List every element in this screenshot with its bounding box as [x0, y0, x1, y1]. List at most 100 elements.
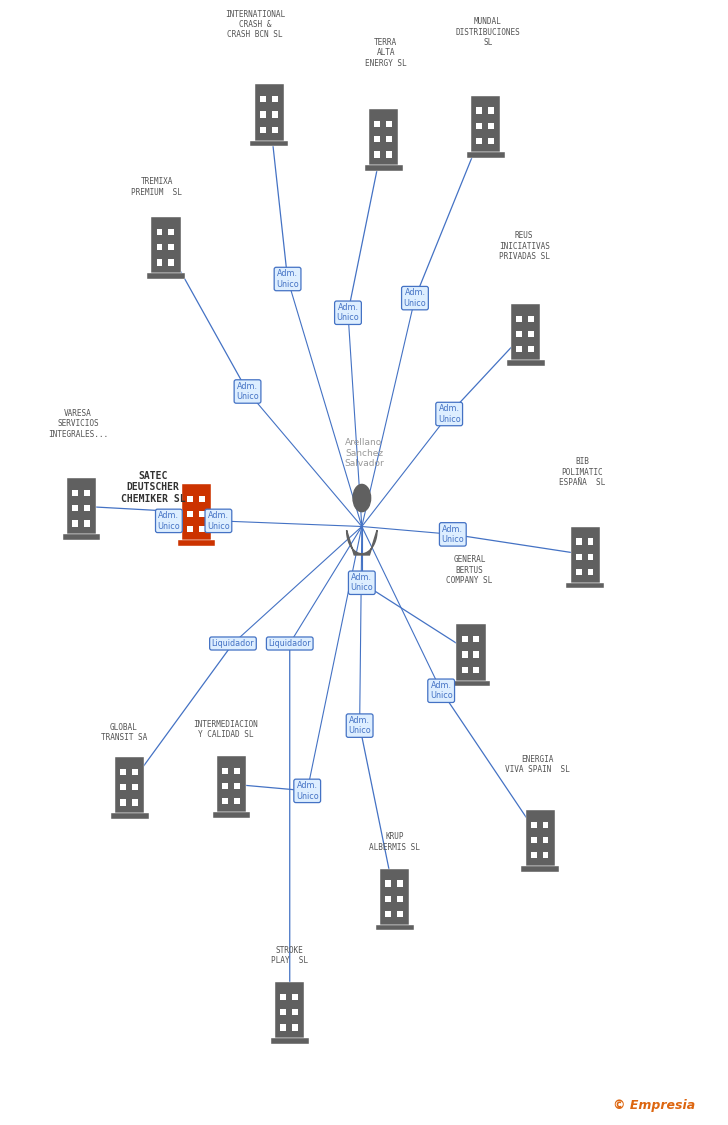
Text: INTERNATIONAL
CRASH &
CRASH BCN SL: INTERNATIONAL CRASH & CRASH BCN SL — [225, 10, 285, 39]
Text: KRUP
ALBERMIS SL: KRUP ALBERMIS SL — [369, 832, 420, 852]
FancyBboxPatch shape — [488, 123, 494, 128]
Polygon shape — [347, 530, 377, 555]
Text: TREMIXA
PREMIUM  SL: TREMIXA PREMIUM SL — [131, 178, 182, 197]
FancyBboxPatch shape — [542, 821, 548, 828]
FancyBboxPatch shape — [187, 511, 193, 518]
Text: Adm.
Unico: Adm. Unico — [276, 269, 299, 289]
FancyBboxPatch shape — [199, 511, 205, 518]
FancyBboxPatch shape — [521, 866, 559, 872]
FancyBboxPatch shape — [576, 538, 582, 544]
FancyBboxPatch shape — [222, 783, 228, 790]
FancyBboxPatch shape — [386, 152, 392, 158]
Text: REUS
INICIATIVAS
PRIVADAS SL: REUS INICIATIVAS PRIVADAS SL — [499, 232, 550, 261]
Text: Adm.
Unico: Adm. Unico — [403, 288, 427, 308]
FancyBboxPatch shape — [576, 568, 582, 575]
FancyBboxPatch shape — [120, 799, 126, 806]
FancyBboxPatch shape — [157, 244, 162, 250]
Text: Liquidador: Liquidador — [212, 639, 254, 648]
FancyBboxPatch shape — [526, 810, 555, 866]
Text: VARESA
SERVICIOS
INTEGRALES...: VARESA SERVICIOS INTEGRALES... — [48, 410, 108, 439]
FancyBboxPatch shape — [374, 120, 380, 127]
FancyBboxPatch shape — [272, 126, 277, 133]
FancyBboxPatch shape — [151, 217, 181, 273]
Text: GLOBAL
TRANSIT SA: GLOBAL TRANSIT SA — [100, 723, 147, 742]
FancyBboxPatch shape — [376, 925, 414, 930]
FancyBboxPatch shape — [217, 756, 246, 812]
FancyBboxPatch shape — [576, 554, 582, 560]
FancyBboxPatch shape — [115, 757, 144, 813]
FancyBboxPatch shape — [280, 1024, 286, 1030]
FancyBboxPatch shape — [260, 111, 266, 117]
FancyBboxPatch shape — [516, 315, 522, 322]
FancyBboxPatch shape — [271, 1038, 309, 1044]
FancyBboxPatch shape — [120, 770, 126, 775]
FancyBboxPatch shape — [542, 837, 548, 844]
FancyBboxPatch shape — [476, 123, 482, 128]
FancyBboxPatch shape — [385, 911, 391, 917]
FancyBboxPatch shape — [374, 152, 380, 158]
FancyBboxPatch shape — [275, 982, 304, 1038]
FancyBboxPatch shape — [385, 880, 391, 886]
FancyBboxPatch shape — [157, 229, 162, 235]
Text: Adm.
Unico: Adm. Unico — [157, 511, 181, 531]
FancyBboxPatch shape — [63, 534, 100, 540]
FancyBboxPatch shape — [587, 554, 593, 560]
Text: Adm.
Unico: Adm. Unico — [350, 573, 373, 593]
FancyBboxPatch shape — [157, 259, 162, 266]
FancyBboxPatch shape — [132, 770, 138, 775]
FancyBboxPatch shape — [385, 896, 391, 902]
FancyBboxPatch shape — [473, 666, 479, 673]
FancyBboxPatch shape — [386, 136, 392, 143]
FancyBboxPatch shape — [476, 107, 482, 114]
Text: Adm.
Unico: Adm. Unico — [348, 716, 371, 736]
Text: INTERMEDIACION
Y CALIDAD SL: INTERMEDIACION Y CALIDAD SL — [194, 720, 258, 739]
FancyBboxPatch shape — [72, 505, 78, 511]
Text: Adm.
Unico: Adm. Unico — [441, 524, 464, 544]
FancyBboxPatch shape — [67, 478, 96, 534]
FancyBboxPatch shape — [462, 636, 467, 642]
FancyBboxPatch shape — [528, 315, 534, 322]
Circle shape — [353, 485, 371, 512]
Text: BIB
POLIMATIC
ESPAÑA  SL: BIB POLIMATIC ESPAÑA SL — [559, 458, 606, 487]
FancyBboxPatch shape — [471, 96, 500, 152]
Text: TERRA
ALTA
ENERGY SL: TERRA ALTA ENERGY SL — [365, 38, 407, 68]
FancyBboxPatch shape — [476, 138, 482, 144]
FancyBboxPatch shape — [260, 96, 266, 102]
FancyBboxPatch shape — [234, 767, 240, 774]
FancyBboxPatch shape — [467, 152, 505, 158]
FancyBboxPatch shape — [199, 526, 205, 532]
FancyBboxPatch shape — [374, 136, 380, 143]
FancyBboxPatch shape — [132, 799, 138, 806]
FancyBboxPatch shape — [587, 538, 593, 544]
FancyBboxPatch shape — [531, 853, 537, 858]
FancyBboxPatch shape — [292, 994, 298, 1000]
FancyBboxPatch shape — [571, 526, 600, 583]
FancyBboxPatch shape — [234, 798, 240, 804]
Text: Adm.
Unico: Adm. Unico — [296, 781, 319, 801]
FancyBboxPatch shape — [528, 346, 534, 352]
FancyBboxPatch shape — [260, 126, 266, 133]
FancyBboxPatch shape — [473, 636, 479, 642]
Text: Adm.
Unico: Adm. Unico — [438, 404, 461, 424]
FancyBboxPatch shape — [182, 484, 211, 540]
FancyBboxPatch shape — [488, 107, 494, 114]
FancyBboxPatch shape — [397, 911, 403, 917]
Text: MUNDAL
DISTRIBUCIONES
SL: MUNDAL DISTRIBUCIONES SL — [456, 18, 520, 47]
FancyBboxPatch shape — [178, 540, 215, 546]
Text: Adm.
Unico: Adm. Unico — [336, 303, 360, 323]
FancyBboxPatch shape — [542, 853, 548, 858]
Text: Adm.
Unico: Adm. Unico — [236, 381, 259, 402]
FancyBboxPatch shape — [132, 784, 138, 790]
FancyBboxPatch shape — [511, 304, 540, 360]
FancyBboxPatch shape — [187, 526, 193, 532]
FancyBboxPatch shape — [280, 994, 286, 1000]
FancyBboxPatch shape — [531, 821, 537, 828]
FancyBboxPatch shape — [199, 496, 205, 502]
FancyBboxPatch shape — [84, 505, 90, 511]
FancyBboxPatch shape — [462, 666, 467, 673]
FancyBboxPatch shape — [222, 767, 228, 774]
FancyBboxPatch shape — [456, 624, 486, 681]
FancyBboxPatch shape — [280, 1009, 286, 1015]
Text: Adm.
Unico: Adm. Unico — [207, 511, 230, 531]
FancyBboxPatch shape — [292, 1024, 298, 1030]
